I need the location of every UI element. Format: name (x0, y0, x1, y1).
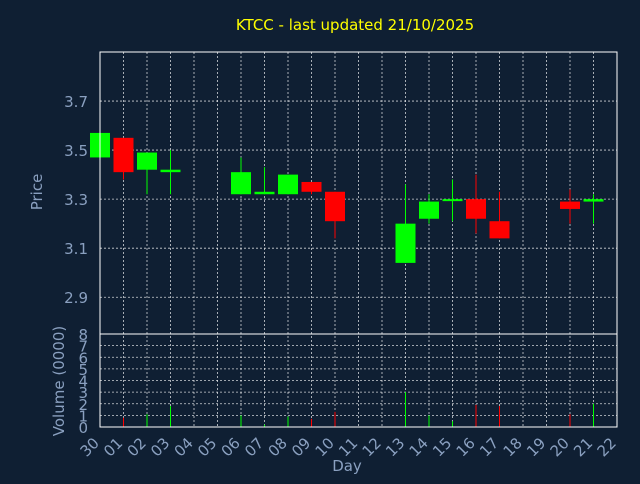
tick-labels: 2.93.13.33.53.70123456783001020304050607… (64, 93, 620, 460)
candle-down-body (301, 181, 322, 192)
price-tick-label: 3.7 (64, 93, 88, 111)
x-tick-label: 20 (547, 434, 573, 460)
volume-tick-label: 4 (78, 373, 88, 391)
x-tick-label: 22 (594, 434, 620, 460)
candle-up-body (231, 172, 251, 195)
x-tick-label: 07 (241, 434, 267, 460)
volume-panel-frame (99, 333, 618, 428)
candle-up-body (442, 199, 463, 202)
volume-tick-label: 8 (78, 326, 88, 344)
volume-tick-label: 6 (78, 349, 88, 367)
price-candles (90, 132, 604, 263)
candle-up-body (395, 223, 416, 263)
x-tick-label: 18 (500, 434, 526, 460)
candle-down-body (466, 199, 486, 219)
volume-axis-label: Volume (0000) (50, 326, 68, 436)
volume-tick-label: 3 (78, 384, 88, 402)
x-tick-label: 14 (406, 434, 432, 460)
grid-lines (100, 52, 617, 427)
candle-up-body (278, 174, 298, 195)
volume-tick-label: 5 (78, 361, 88, 379)
x-tick-label: 12 (359, 434, 385, 460)
volume-tick-label: 0 (78, 419, 88, 437)
candle-up-body (137, 152, 157, 170)
candle-up-body (254, 191, 275, 195)
x-tick-label: 16 (453, 434, 479, 460)
candle-up-body (160, 169, 181, 173)
x-tick-label: 17 (476, 434, 502, 460)
x-tick-label: 06 (218, 434, 244, 460)
x-tick-label: 08 (265, 434, 291, 460)
price-tick-label: 2.9 (64, 289, 88, 307)
candle-down-body (113, 137, 134, 173)
chart-title: KTCC - last updated 21/10/2025 (236, 16, 474, 34)
price-tick-label: 3.1 (64, 240, 88, 258)
candle-down-body (325, 191, 345, 222)
price-tick-label: 3.5 (64, 142, 88, 160)
candle-up-body (583, 199, 604, 202)
volume-tick-label: 7 (78, 338, 88, 356)
axes (99, 51, 618, 428)
volume-bars (99, 392, 594, 427)
x-tick-label: 09 (288, 434, 314, 460)
volume-tick-label: 2 (78, 396, 88, 414)
price-tick-label: 3.3 (64, 191, 88, 209)
x-tick-label: 13 (382, 434, 408, 460)
x-tick-label: 02 (124, 434, 150, 460)
candle-down-body (560, 201, 580, 209)
x-tick-label: 05 (194, 434, 220, 460)
x-tick-label: 21 (570, 434, 596, 460)
x-tick-label: 04 (171, 434, 197, 460)
x-tick-label: 15 (429, 434, 455, 460)
x-tick-label: 19 (523, 434, 549, 460)
x-axis-label: Day (332, 457, 362, 475)
candle-up-body (419, 201, 439, 219)
volume-tick-label: 1 (78, 407, 88, 425)
price-axis-label: Price (28, 174, 46, 211)
candle-down-body (489, 221, 510, 239)
x-tick-label: 30 (77, 434, 103, 460)
x-tick-label: 03 (147, 434, 173, 460)
x-tick-label: 01 (100, 434, 126, 460)
